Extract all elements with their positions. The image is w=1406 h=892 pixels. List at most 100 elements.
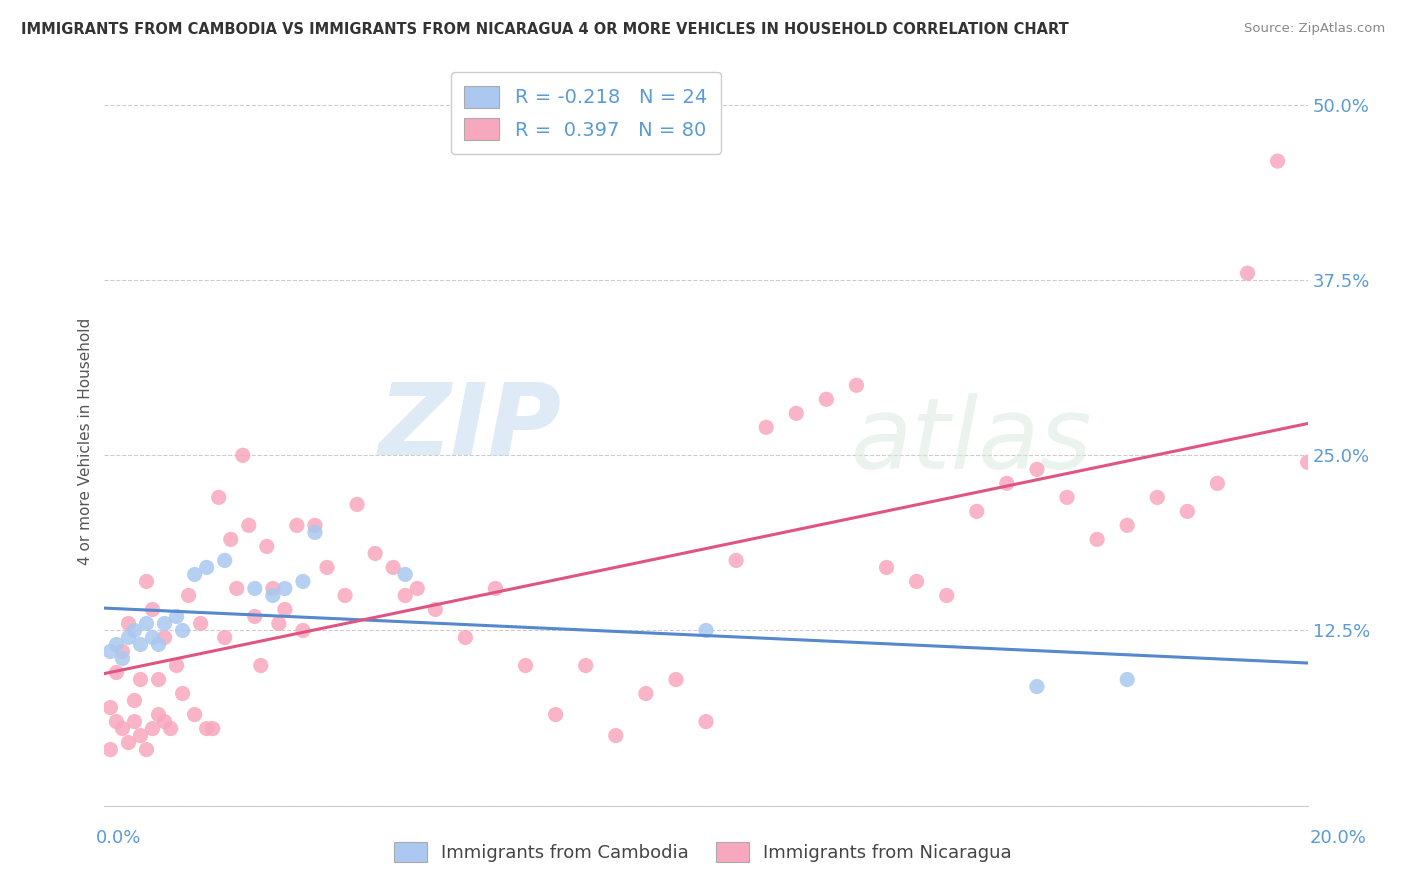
Point bbox=[111, 651, 134, 665]
Point bbox=[1267, 154, 1289, 169]
Point bbox=[995, 476, 1018, 491]
Point bbox=[605, 729, 627, 743]
Point bbox=[148, 707, 170, 722]
Point bbox=[172, 624, 194, 638]
Legend: Immigrants from Cambodia, Immigrants from Nicaragua: Immigrants from Cambodia, Immigrants fro… bbox=[387, 834, 1019, 870]
Point bbox=[148, 673, 170, 687]
Point bbox=[117, 631, 139, 645]
Point bbox=[1175, 504, 1198, 518]
Point bbox=[484, 582, 506, 596]
Point bbox=[394, 567, 416, 582]
Point bbox=[135, 574, 157, 589]
Point bbox=[304, 525, 326, 540]
Point bbox=[304, 518, 326, 533]
Point bbox=[1085, 533, 1108, 547]
Point bbox=[291, 624, 314, 638]
Point bbox=[177, 589, 200, 603]
Point bbox=[425, 602, 447, 616]
Point bbox=[153, 616, 176, 631]
Text: Source: ZipAtlas.com: Source: ZipAtlas.com bbox=[1244, 22, 1385, 36]
Legend: R = -0.218   N = 24, R =  0.397   N = 80: R = -0.218 N = 24, R = 0.397 N = 80 bbox=[451, 72, 721, 154]
Point bbox=[141, 631, 163, 645]
Point bbox=[153, 631, 176, 645]
Point bbox=[346, 497, 368, 511]
Point bbox=[105, 714, 128, 729]
Text: 20.0%: 20.0% bbox=[1310, 829, 1367, 847]
Point bbox=[665, 673, 688, 687]
Point bbox=[195, 722, 218, 736]
Point bbox=[1116, 518, 1139, 533]
Point bbox=[905, 574, 928, 589]
Point bbox=[1146, 491, 1168, 505]
Text: ZIP: ZIP bbox=[378, 378, 561, 475]
Point bbox=[129, 638, 152, 652]
Point bbox=[166, 609, 188, 624]
Point bbox=[195, 560, 218, 574]
Point bbox=[201, 722, 224, 736]
Point bbox=[117, 616, 139, 631]
Point bbox=[148, 638, 170, 652]
Point bbox=[117, 735, 139, 749]
Point bbox=[111, 644, 134, 658]
Point bbox=[183, 707, 205, 722]
Point bbox=[135, 616, 157, 631]
Point bbox=[100, 700, 122, 714]
Point bbox=[1026, 462, 1049, 476]
Point bbox=[966, 504, 988, 518]
Point bbox=[755, 420, 778, 434]
Point bbox=[256, 540, 278, 554]
Point bbox=[695, 624, 717, 638]
Point bbox=[1296, 455, 1319, 469]
Point bbox=[262, 589, 284, 603]
Point bbox=[129, 673, 152, 687]
Point bbox=[159, 722, 181, 736]
Point bbox=[725, 553, 748, 567]
Point bbox=[105, 665, 128, 680]
Point bbox=[1206, 476, 1229, 491]
Point bbox=[249, 658, 271, 673]
Point bbox=[935, 589, 957, 603]
Point bbox=[274, 582, 297, 596]
Point bbox=[208, 491, 231, 505]
Point bbox=[124, 714, 146, 729]
Point bbox=[238, 518, 260, 533]
Text: 0.0%: 0.0% bbox=[96, 829, 141, 847]
Point bbox=[172, 687, 194, 701]
Point bbox=[382, 560, 405, 574]
Point bbox=[364, 546, 387, 560]
Point bbox=[232, 448, 254, 462]
Point bbox=[1026, 680, 1049, 694]
Point bbox=[219, 533, 242, 547]
Point bbox=[225, 582, 247, 596]
Point bbox=[190, 616, 212, 631]
Point bbox=[1236, 266, 1258, 280]
Point bbox=[100, 644, 122, 658]
Point bbox=[129, 729, 152, 743]
Point bbox=[124, 624, 146, 638]
Point bbox=[845, 378, 868, 392]
Point bbox=[141, 602, 163, 616]
Point bbox=[267, 616, 290, 631]
Point bbox=[575, 658, 598, 673]
Point bbox=[274, 602, 297, 616]
Point bbox=[1116, 673, 1139, 687]
Point bbox=[316, 560, 339, 574]
Point bbox=[785, 406, 807, 420]
Point bbox=[141, 722, 163, 736]
Point bbox=[243, 609, 266, 624]
Point bbox=[454, 631, 477, 645]
Point bbox=[100, 742, 122, 756]
Point bbox=[183, 567, 205, 582]
Point bbox=[876, 560, 898, 574]
Point bbox=[634, 687, 657, 701]
Point bbox=[815, 392, 838, 407]
Point bbox=[406, 582, 429, 596]
Point bbox=[105, 638, 128, 652]
Text: atlas: atlas bbox=[851, 392, 1092, 490]
Point bbox=[153, 714, 176, 729]
Point bbox=[285, 518, 308, 533]
Point bbox=[291, 574, 314, 589]
Point bbox=[394, 589, 416, 603]
Point bbox=[243, 582, 266, 596]
Point bbox=[515, 658, 537, 673]
